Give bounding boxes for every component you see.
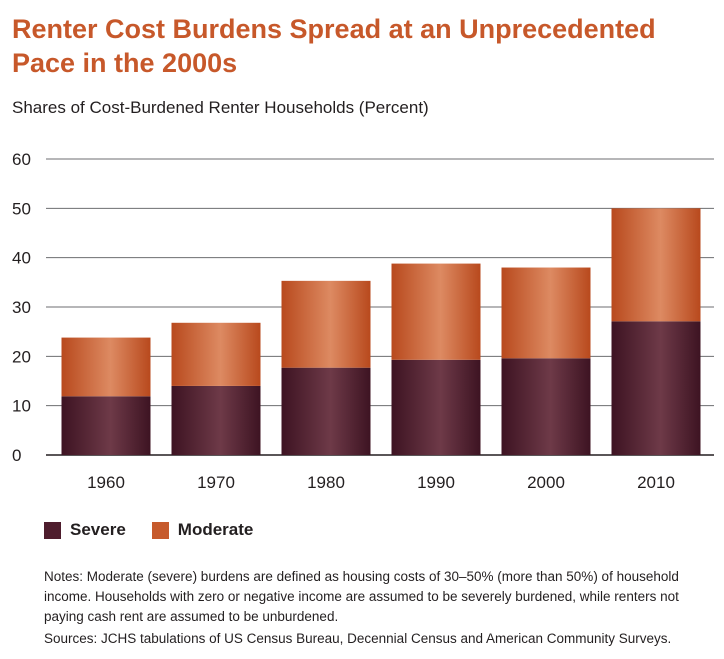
- bar-severe: [281, 367, 371, 455]
- legend-label-severe: Severe: [70, 520, 126, 539]
- x-tick-label: 2010: [637, 473, 675, 492]
- bar-moderate: [281, 280, 371, 368]
- x-tick-label: 1990: [417, 473, 455, 492]
- chart-subtitle: Shares of Cost-Burdened Renter Household…: [12, 98, 429, 117]
- y-tick-label: 60: [12, 150, 31, 169]
- x-axis-ticks: 1960 1970 1980 1990 2000 2010: [87, 473, 675, 492]
- bar-moderate: [501, 267, 591, 359]
- chart-notes: Notes: Moderate (severe) burdens are def…: [44, 569, 679, 624]
- legend: Severe Moderate: [44, 520, 279, 540]
- y-axis-ticks: 0 10 20 30 40 50 60: [12, 150, 31, 465]
- x-tick-label: 1960: [87, 473, 125, 492]
- legend-label-moderate: Moderate: [177, 520, 254, 539]
- bar-severe: [501, 358, 591, 455]
- y-tick-label: 20: [12, 347, 31, 366]
- legend-item-severe: Severe: [44, 520, 126, 540]
- y-tick-label: 40: [12, 249, 31, 268]
- bar-severe: [171, 385, 261, 455]
- bar-severe: [611, 321, 701, 455]
- legend-swatch-moderate: [151, 521, 169, 539]
- x-tick-label: 1970: [197, 473, 235, 492]
- bars: [61, 208, 701, 455]
- stacked-bar-chart: 0 10 20 30 40 50 60 1960 1970 1980 1990 2000 2010: [12, 150, 714, 492]
- bar-severe: [61, 396, 151, 455]
- chart-title: Renter Cost Burdens Spread at an Unprece…: [12, 14, 656, 78]
- x-tick-label: 1980: [307, 473, 345, 492]
- legend-item-moderate: Moderate: [151, 520, 254, 540]
- y-tick-label: 0: [12, 446, 21, 465]
- bar-moderate: [611, 208, 701, 322]
- chart-sources: Sources: JCHS tabulations of US Census B…: [44, 631, 672, 646]
- bar-moderate: [61, 337, 151, 397]
- y-tick-label: 30: [12, 298, 31, 317]
- y-tick-label: 50: [12, 199, 31, 218]
- bar-moderate: [391, 263, 481, 360]
- bar-moderate: [171, 322, 261, 386]
- x-tick-label: 2000: [527, 473, 565, 492]
- y-tick-label: 10: [12, 397, 31, 416]
- gridlines: [46, 158, 714, 456]
- legend-swatch-severe: [44, 521, 61, 539]
- bar-severe: [391, 359, 481, 455]
